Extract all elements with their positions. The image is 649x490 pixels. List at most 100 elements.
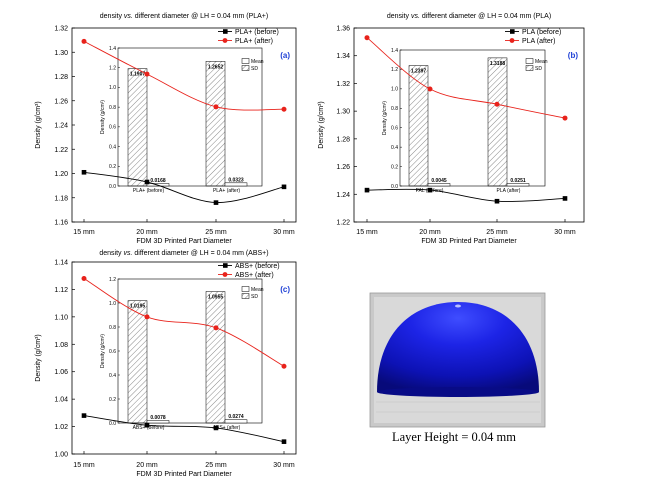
data-point [213, 325, 219, 331]
y-tick-label: 1.06 [54, 369, 68, 376]
chart-title-part: density [387, 13, 411, 20]
legend-marker [509, 38, 515, 43]
legend-marker [510, 29, 515, 34]
inset-y-tick-label: 1.4 [109, 46, 116, 52]
inset-legend-label: Mean [535, 59, 548, 65]
inset-y-tick-label: 0.2 [391, 164, 398, 170]
x-tick-label: 30 mm [273, 462, 295, 469]
inset-y-tick-label: 0.0 [109, 184, 116, 190]
inset-sd-bar [427, 183, 451, 187]
inset-legend-label: SD [535, 66, 542, 72]
dome-render [369, 292, 546, 428]
inset-sd-label: 0.0274 [228, 414, 244, 420]
chart-title-part: different diameter @ LH = 0.04 mm (ABS+) [132, 250, 268, 257]
inset-legend-label: SD [251, 66, 258, 72]
series-line [366, 37, 566, 119]
x-axis-label: FDM 3D Printed Part Diameter [136, 238, 232, 245]
figure-caption: Layer Height = 0.04 mm [391, 430, 517, 444]
chart-title-part: different diameter @ LH = 0.04 mm (PLA+) [133, 13, 268, 20]
inset-sd-label: 0.0168 [150, 178, 166, 184]
data-point [144, 179, 150, 185]
data-point [144, 314, 150, 320]
legend-label: ABS+ (before) [235, 263, 280, 270]
inset-mean-bar [205, 61, 226, 187]
x-tick-label: 15 mm [73, 462, 95, 469]
y-axis-label: Density (g/cm³) [318, 101, 325, 148]
inset-sd-label: 0.0078 [150, 415, 166, 421]
y-tick-label: 1.30 [54, 50, 68, 57]
y-tick-label: 1.26 [336, 164, 350, 171]
data-point [281, 439, 287, 444]
legend-marker [223, 29, 228, 34]
inset-y-tick-label: 0.4 [109, 144, 116, 150]
inset-y-tick-label: 0.8 [109, 325, 116, 331]
chart-title: density vs. different diameter @ LH = 0.… [387, 13, 551, 20]
inset-x-tick-label: PLA+ (before) [133, 188, 165, 194]
y-tick-label: 1.34 [336, 53, 350, 60]
series-line [83, 278, 285, 367]
inset-x-tick-label: ABS+ (after) [213, 425, 241, 431]
data-point [81, 169, 87, 175]
plot-frame [353, 27, 585, 223]
inset-mean-bar [205, 291, 226, 424]
inset-x-tick-label: PLA (after) [497, 188, 521, 194]
inset-mean-label: 1.0955 [208, 295, 224, 301]
y-tick-label: 1.32 [336, 81, 350, 88]
data-point [494, 101, 500, 107]
y-tick-label: 1.12 [54, 287, 68, 294]
inset-legend-label: Mean [251, 287, 264, 293]
inset-x-tick-label: ABS+ (before) [133, 425, 165, 431]
data-point [213, 425, 219, 431]
y-tick-label: 1.20 [54, 171, 68, 178]
data-point [364, 187, 370, 193]
chart-panel-c: density vs. different diameter @ LH = 0.… [35, 250, 297, 478]
data-point [81, 413, 87, 418]
y-tick-label: 1.36 [336, 26, 350, 33]
y-tick-label: 1.08 [54, 342, 68, 349]
x-tick-label: 30 mm [554, 229, 576, 236]
data-point [144, 422, 150, 428]
series-line [83, 415, 285, 443]
y-tick-label: 1.04 [54, 397, 68, 404]
chart-title: density vs. different diameter @ LH = 0.… [100, 13, 268, 20]
legend-label: PLA (after) [522, 38, 555, 45]
legend-marker [222, 272, 228, 277]
inset-y-tick-label: 0.0 [109, 421, 116, 427]
panel-label: (b) [568, 51, 579, 60]
inset-y-tick-label: 0.8 [109, 105, 116, 111]
data-point [281, 184, 287, 190]
inset-y-tick-label: 1.0 [109, 85, 116, 91]
inset-sd-label: 0.0251 [510, 178, 526, 184]
x-axis-label: FDM 3D Printed Part Diameter [421, 238, 517, 245]
inset-chart: 0.0 0.2 0.4 0.6 0.8 1.0 1.2 1.4 Density (g/cm³) 1… [382, 48, 548, 194]
inset-y-tick-label: 0.8 [391, 106, 398, 112]
data-point [562, 115, 568, 121]
y-tick-label: 1.00 [54, 452, 68, 459]
inset-y-tick-label: 1.0 [109, 301, 116, 307]
chart-panel-b: density vs. different diameter @ LH = 0.… [318, 13, 585, 245]
inset-mean-label: 1.1907 [130, 72, 146, 78]
y-tick-label: 1.10 [54, 314, 68, 321]
data-point [364, 35, 370, 41]
inset-mean-bar [127, 68, 148, 187]
inset-mean-bar [487, 57, 508, 187]
inset-y-tick-label: 0.0 [391, 184, 398, 190]
inset-y-axis-label: Density (g/cm³) [100, 334, 106, 368]
inset-sd-label: 0.0323 [228, 177, 244, 183]
data-point [81, 275, 87, 281]
inset-legend-label: SD [251, 294, 258, 300]
inset-sd-bar [146, 420, 170, 424]
inset-y-tick-label: 0.4 [391, 145, 398, 151]
data-point [281, 363, 287, 369]
data-point [144, 71, 150, 77]
inset-y-tick-label: 1.2 [391, 67, 398, 73]
inset-y-tick-label: 0.4 [109, 373, 116, 379]
series-line [83, 171, 285, 204]
inset-x-tick-label: PLA+ (after) [213, 188, 240, 194]
inset-y-axis-label: Density (g/cm³) [100, 100, 106, 134]
y-tick-label: 1.30 [336, 109, 350, 116]
data-point [494, 198, 500, 204]
legend-label: PLA+ (after) [235, 38, 273, 45]
inset-sd-bar [224, 419, 248, 424]
inset-chart: 0.0 0.2 0.4 0.6 0.8 1.0 1.2 1.4 Density (g/cm³) 1… [100, 46, 264, 194]
